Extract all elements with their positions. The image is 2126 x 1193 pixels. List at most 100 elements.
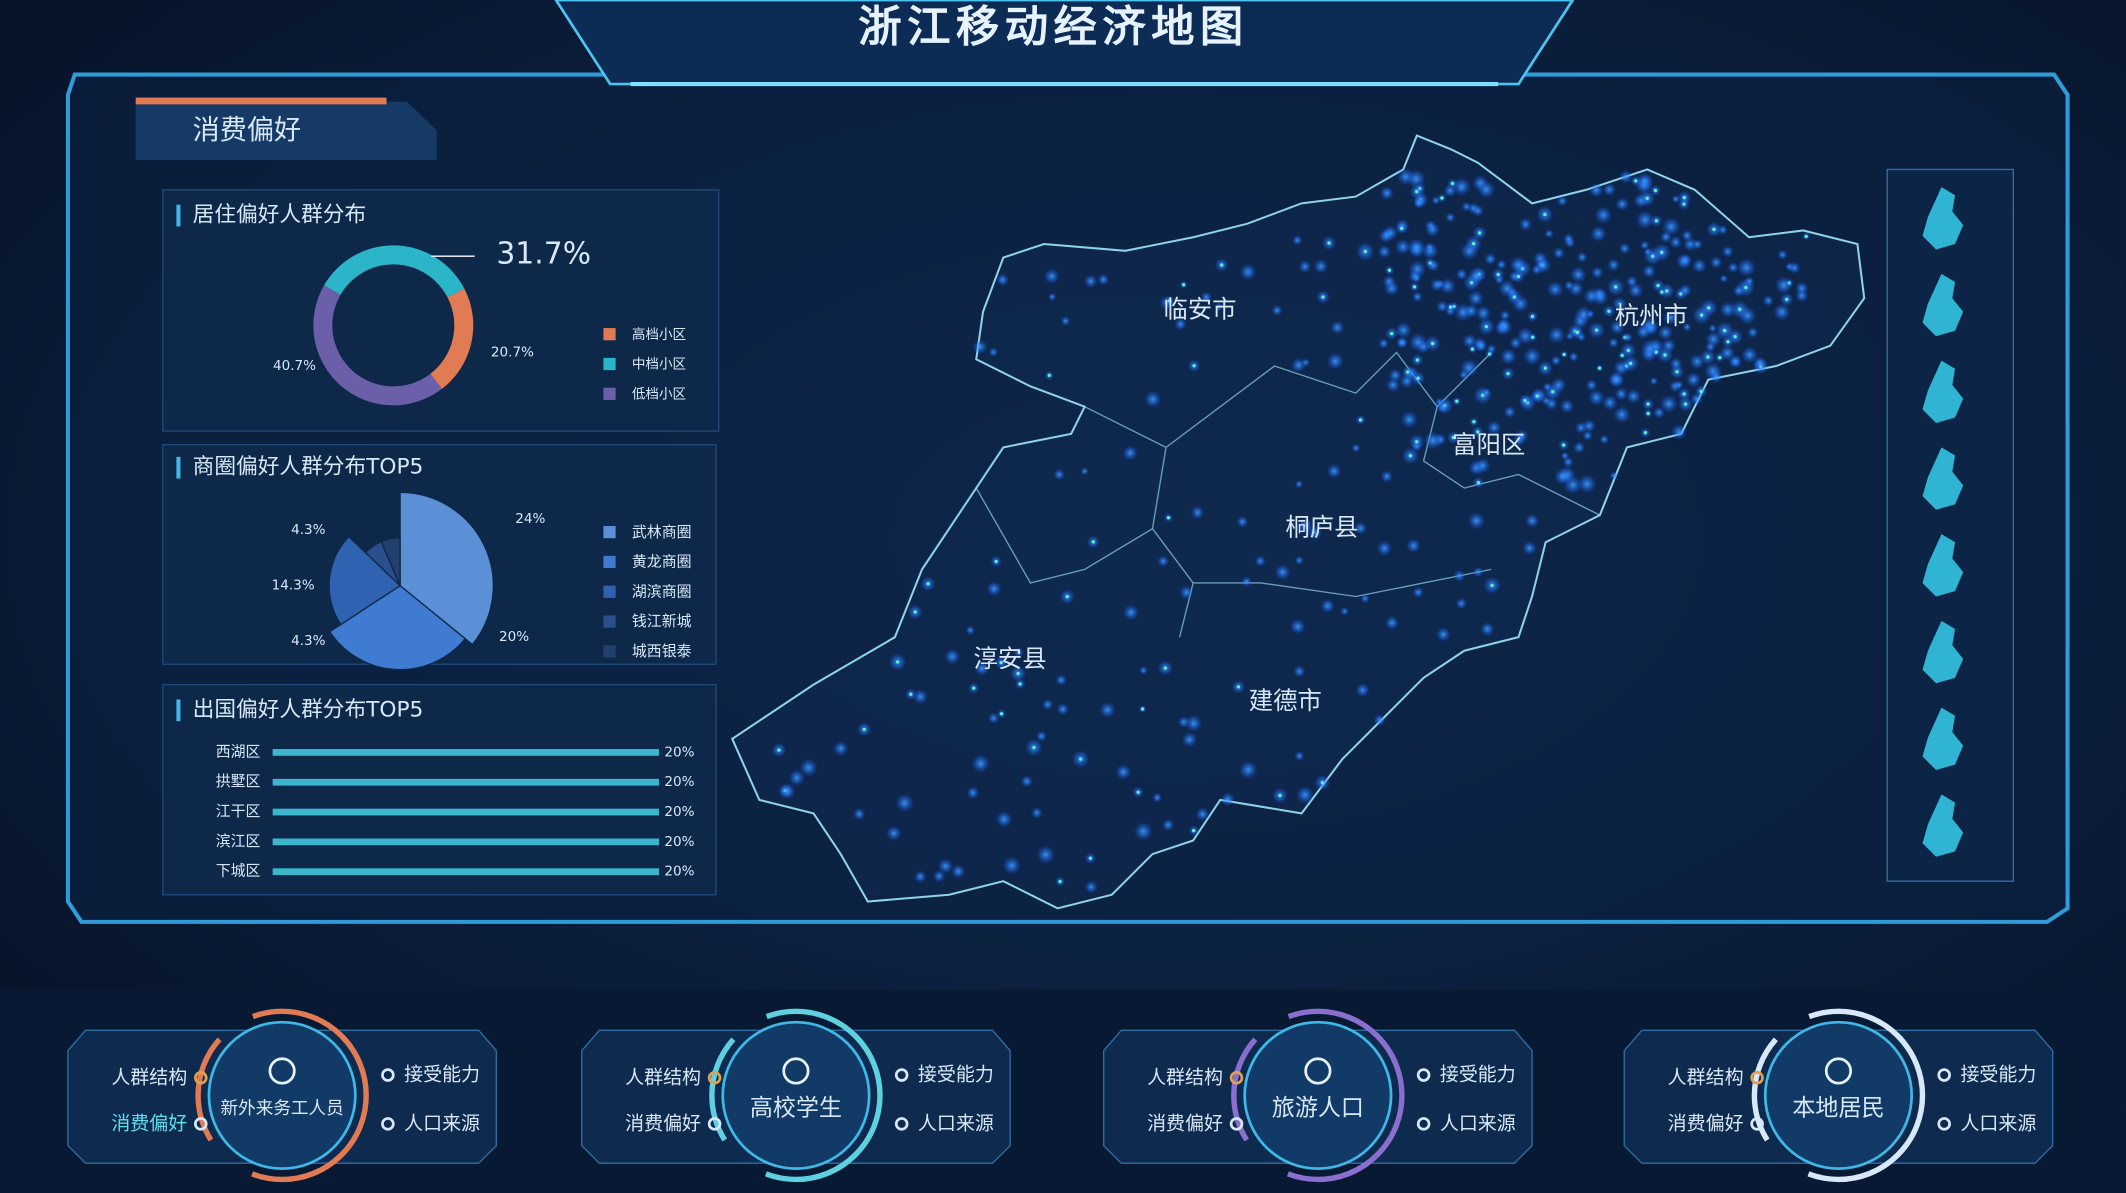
map-glow — [986, 581, 1002, 597]
map-glow — [1503, 405, 1516, 419]
nav-item[interactable]: 人口来源 — [404, 1112, 480, 1134]
nav-item-dot — [194, 1117, 208, 1131]
data-label: 20% — [664, 744, 694, 760]
map-dot — [1476, 480, 1481, 485]
map-glow — [1380, 470, 1394, 483]
map-glow — [1705, 341, 1716, 353]
map-dot — [1651, 254, 1655, 258]
map-glow — [1412, 291, 1423, 303]
map-glow — [1719, 274, 1728, 283]
map-glow — [1084, 274, 1098, 288]
nav-item[interactable]: 人群结构 — [625, 1066, 701, 1088]
nav-item[interactable]: 人群结构 — [1668, 1066, 1744, 1088]
map-glow — [1486, 343, 1497, 355]
map-glow — [1043, 268, 1060, 285]
nav-item[interactable]: 消费偏好 — [625, 1112, 701, 1134]
map-glow — [1307, 525, 1323, 540]
nav-item[interactable]: 人口来源 — [918, 1112, 994, 1134]
map-glow — [1618, 169, 1633, 184]
data-label: 20% — [664, 804, 694, 820]
map-dot — [1415, 358, 1419, 362]
map-glow — [1360, 593, 1370, 604]
map-dot — [1516, 274, 1521, 279]
bar — [272, 749, 660, 756]
legend-swatch — [603, 357, 616, 371]
map-glow — [1669, 357, 1683, 371]
nav-item[interactable]: 人群结构 — [111, 1066, 187, 1088]
legend-label: 中档小区 — [632, 357, 686, 373]
map-glow — [1296, 785, 1315, 804]
map-dot — [1543, 366, 1547, 370]
map-glow — [1544, 397, 1559, 411]
map-dot — [777, 748, 781, 752]
nav-item-dot — [894, 1068, 909, 1082]
map-glow — [1313, 259, 1329, 274]
map-glow — [1682, 322, 1692, 332]
map-dot — [1594, 328, 1599, 332]
map-dot — [1016, 671, 1020, 676]
map-dot — [1430, 341, 1435, 346]
map-glow — [1385, 377, 1401, 393]
nav-item[interactable]: 消费偏好 — [111, 1112, 187, 1134]
map-dot — [1646, 411, 1650, 416]
map-glow — [1570, 266, 1587, 283]
map-glow — [1582, 419, 1596, 433]
map-glow — [1408, 332, 1428, 352]
nav-item[interactable]: 接受能力 — [404, 1064, 480, 1086]
map-dot — [1136, 790, 1140, 794]
legend-swatch — [603, 585, 616, 598]
map-dot — [1140, 707, 1145, 711]
nav-item[interactable]: 人口来源 — [1960, 1112, 2036, 1134]
map-glow — [1400, 410, 1418, 429]
map-dot — [1451, 435, 1456, 440]
map-glow — [1395, 336, 1408, 349]
map-glow — [1608, 371, 1625, 388]
map-label: 淳安县 — [974, 644, 1047, 673]
data-label: 20% — [664, 834, 694, 850]
map-dot — [1785, 297, 1789, 302]
data-label: 24% — [515, 511, 545, 527]
nav-icon — [1304, 1057, 1332, 1085]
map-glow — [1056, 702, 1070, 716]
nav-item[interactable]: 消费偏好 — [1668, 1112, 1744, 1134]
nav-item[interactable]: 人群结构 — [1147, 1066, 1223, 1088]
map-glow — [1399, 373, 1415, 389]
panel-title-bar — [176, 699, 181, 722]
map-dot — [1476, 430, 1480, 434]
map-glow — [1431, 196, 1441, 205]
map-glow — [1496, 318, 1513, 335]
category-label: 江干区 — [216, 802, 261, 820]
panel-tab — [135, 101, 437, 160]
map-glow — [1430, 278, 1444, 292]
map-glow — [1649, 376, 1659, 386]
map-glow — [1709, 256, 1723, 269]
nav-item[interactable]: 接受能力 — [918, 1064, 994, 1086]
legend-swatch — [603, 555, 616, 569]
map-glow — [1383, 225, 1399, 241]
sidebar-icons — [1922, 187, 1964, 857]
map-dot — [926, 582, 930, 586]
nav-item[interactable]: 接受能力 — [1440, 1064, 1516, 1086]
nav-item[interactable]: 人口来源 — [1440, 1112, 1516, 1134]
map-borders — [975, 351, 1601, 638]
chart-title: 商圈偏好人群分布TOP5 — [193, 455, 424, 480]
nav-item-dot — [1416, 1068, 1431, 1082]
map-dot — [1738, 307, 1742, 311]
nav-item[interactable]: 接受能力 — [1960, 1064, 2036, 1086]
map-dot — [1220, 263, 1224, 267]
map-glow — [1351, 443, 1361, 453]
map-glow — [1618, 242, 1631, 255]
map-glow — [1573, 441, 1586, 454]
map-glow — [1736, 257, 1756, 277]
map-glow — [1499, 309, 1511, 321]
map-glow — [1298, 260, 1312, 273]
nav-item[interactable]: 消费偏好 — [1147, 1112, 1223, 1134]
nav-item-dot — [1750, 1117, 1764, 1131]
map-glow — [1031, 807, 1043, 819]
map-glow — [1462, 333, 1477, 349]
map-glow — [1590, 225, 1607, 242]
